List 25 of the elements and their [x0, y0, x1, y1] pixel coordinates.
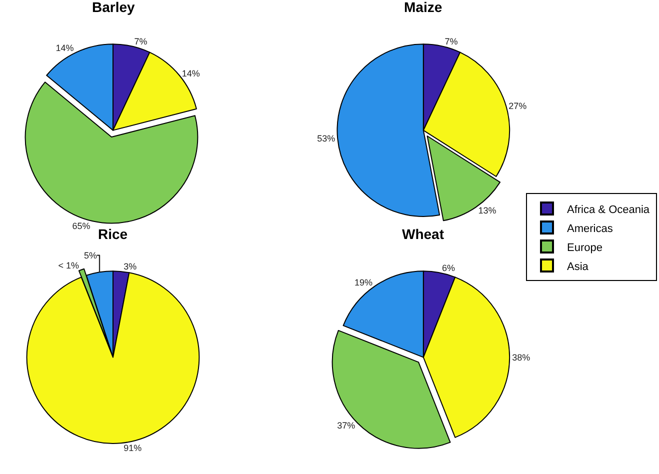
data-label: 6% — [442, 262, 456, 273]
legend-label: Europe — [567, 242, 602, 254]
chart-title: Rice — [98, 226, 128, 242]
data-label: 3% — [124, 262, 137, 272]
legend-label: Americas — [567, 222, 614, 235]
data-label: < 1% — [58, 260, 79, 270]
chart-title: Wheat — [402, 226, 444, 242]
data-label: 5% — [84, 250, 98, 260]
pie-slice — [26, 272, 200, 444]
data-label: 65% — [72, 220, 90, 231]
data-label: 14% — [182, 68, 200, 78]
data-label: 19% — [354, 278, 372, 288]
data-label: 13% — [478, 206, 496, 216]
data-label: 14% — [56, 43, 74, 54]
data-label: 38% — [512, 352, 530, 362]
data-label: 91% — [124, 443, 142, 454]
data-label: 37% — [337, 420, 356, 431]
data-label: 7% — [444, 36, 458, 46]
legend-label: Asia — [567, 260, 590, 273]
data-label: 27% — [508, 100, 527, 111]
data-label: 7% — [134, 36, 148, 46]
legend-label: Africa & Oceania — [567, 204, 650, 216]
chart-title: Maize — [404, 0, 442, 15]
data-label: 53% — [317, 133, 336, 144]
chart-title: Barley — [92, 0, 136, 15]
